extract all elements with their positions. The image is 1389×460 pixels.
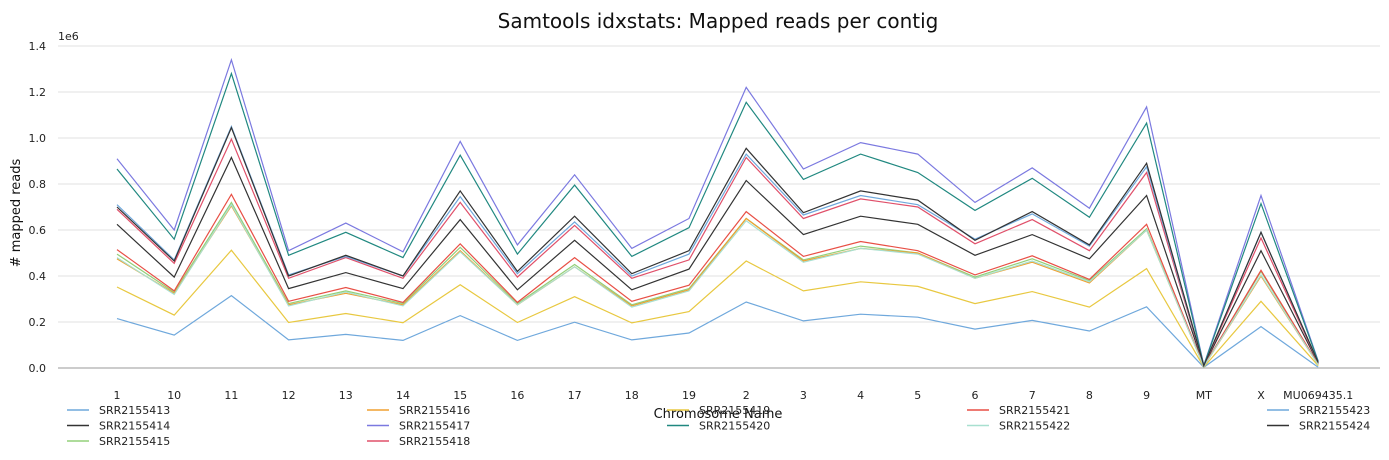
- x-tick-label: 3: [800, 389, 807, 402]
- x-tick-label: 12: [282, 389, 296, 402]
- y-tick-label: 0.0: [29, 362, 47, 375]
- legend-label: SRR2155419: [699, 404, 770, 417]
- legend-label: SRR2155422: [999, 420, 1070, 433]
- series-line: [116, 201, 1319, 368]
- x-tick-label: 17: [568, 389, 582, 402]
- series-line: [116, 249, 1319, 369]
- grid-lines: [58, 45, 1380, 369]
- chart-title: Samtools idxstats: Mapped reads per cont…: [498, 9, 939, 33]
- series-line: [116, 156, 1319, 368]
- x-tick-label: 11: [224, 389, 238, 402]
- legend-label: SRR2155418: [399, 435, 470, 448]
- legend-label: SRR2155423: [1299, 404, 1370, 417]
- y-tick-label: 0.4: [29, 270, 47, 283]
- y-multiplier-label: 1e6: [58, 30, 79, 43]
- y-tick-label: 0.6: [29, 224, 47, 237]
- x-tick-label: 13: [339, 389, 353, 402]
- x-tick-label: MU069435.1: [1283, 389, 1353, 402]
- series-line: [116, 57, 1319, 368]
- x-tick-label: 16: [510, 389, 524, 402]
- legend-label: SRR2155414: [99, 420, 170, 433]
- series-line: [116, 137, 1319, 368]
- x-tick-label: MT: [1196, 389, 1212, 402]
- series-line: [116, 203, 1319, 368]
- x-tick-label: 5: [914, 389, 921, 402]
- series-line: [116, 71, 1319, 368]
- legend-label: SRR2155420: [699, 420, 770, 433]
- legend-label: SRR2155424: [1299, 420, 1370, 433]
- x-tick-label: 1: [114, 389, 121, 402]
- series-lines: [116, 57, 1319, 369]
- legend-label: SRR2155421: [999, 404, 1070, 417]
- legend: SRR2155413 SRR2155414 SRR2155415 SRR2155416…: [67, 404, 1370, 448]
- x-tick-label: 8: [1086, 389, 1093, 402]
- y-tick-label: 1.0: [29, 132, 47, 145]
- x-tick-labels: 1 10 11 12 13 14 15 16 17 18 19 2 3 4 5 6 7 8 9 MT X MU069435…: [114, 389, 1354, 402]
- legend-label: SRR2155415: [99, 435, 170, 448]
- x-tick-label: 7: [1029, 389, 1036, 402]
- x-tick-label: 9: [1143, 389, 1150, 402]
- series-line: [116, 126, 1319, 368]
- x-tick-label: 19: [682, 389, 696, 402]
- x-tick-label: 15: [453, 389, 467, 402]
- legend-label: SRR2155417: [399, 420, 470, 433]
- legend-label: SRR2155413: [99, 404, 170, 417]
- x-tick-label: 4: [857, 389, 864, 402]
- x-tick-label: 18: [625, 389, 639, 402]
- x-tick-label: 14: [396, 389, 410, 402]
- y-tick-label: 1.2: [29, 86, 47, 99]
- y-tick-label: 1.4: [29, 40, 47, 53]
- y-tick-label: 0.8: [29, 178, 47, 191]
- x-tick-label: X: [1257, 389, 1265, 402]
- series-line: [116, 193, 1319, 368]
- series-line: [116, 294, 1319, 369]
- legend-label: SRR2155416: [399, 404, 470, 417]
- x-tick-label: 2: [743, 389, 750, 402]
- x-tick-label: 10: [167, 389, 181, 402]
- x-tick-label: 6: [972, 389, 979, 402]
- y-tick-labels: 0.0 0.2 0.4 0.6 0.8 1.0 1.2 1.4: [29, 40, 47, 375]
- y-axis-label: # mapped reads: [9, 158, 24, 267]
- y-tick-label: 0.2: [29, 316, 47, 329]
